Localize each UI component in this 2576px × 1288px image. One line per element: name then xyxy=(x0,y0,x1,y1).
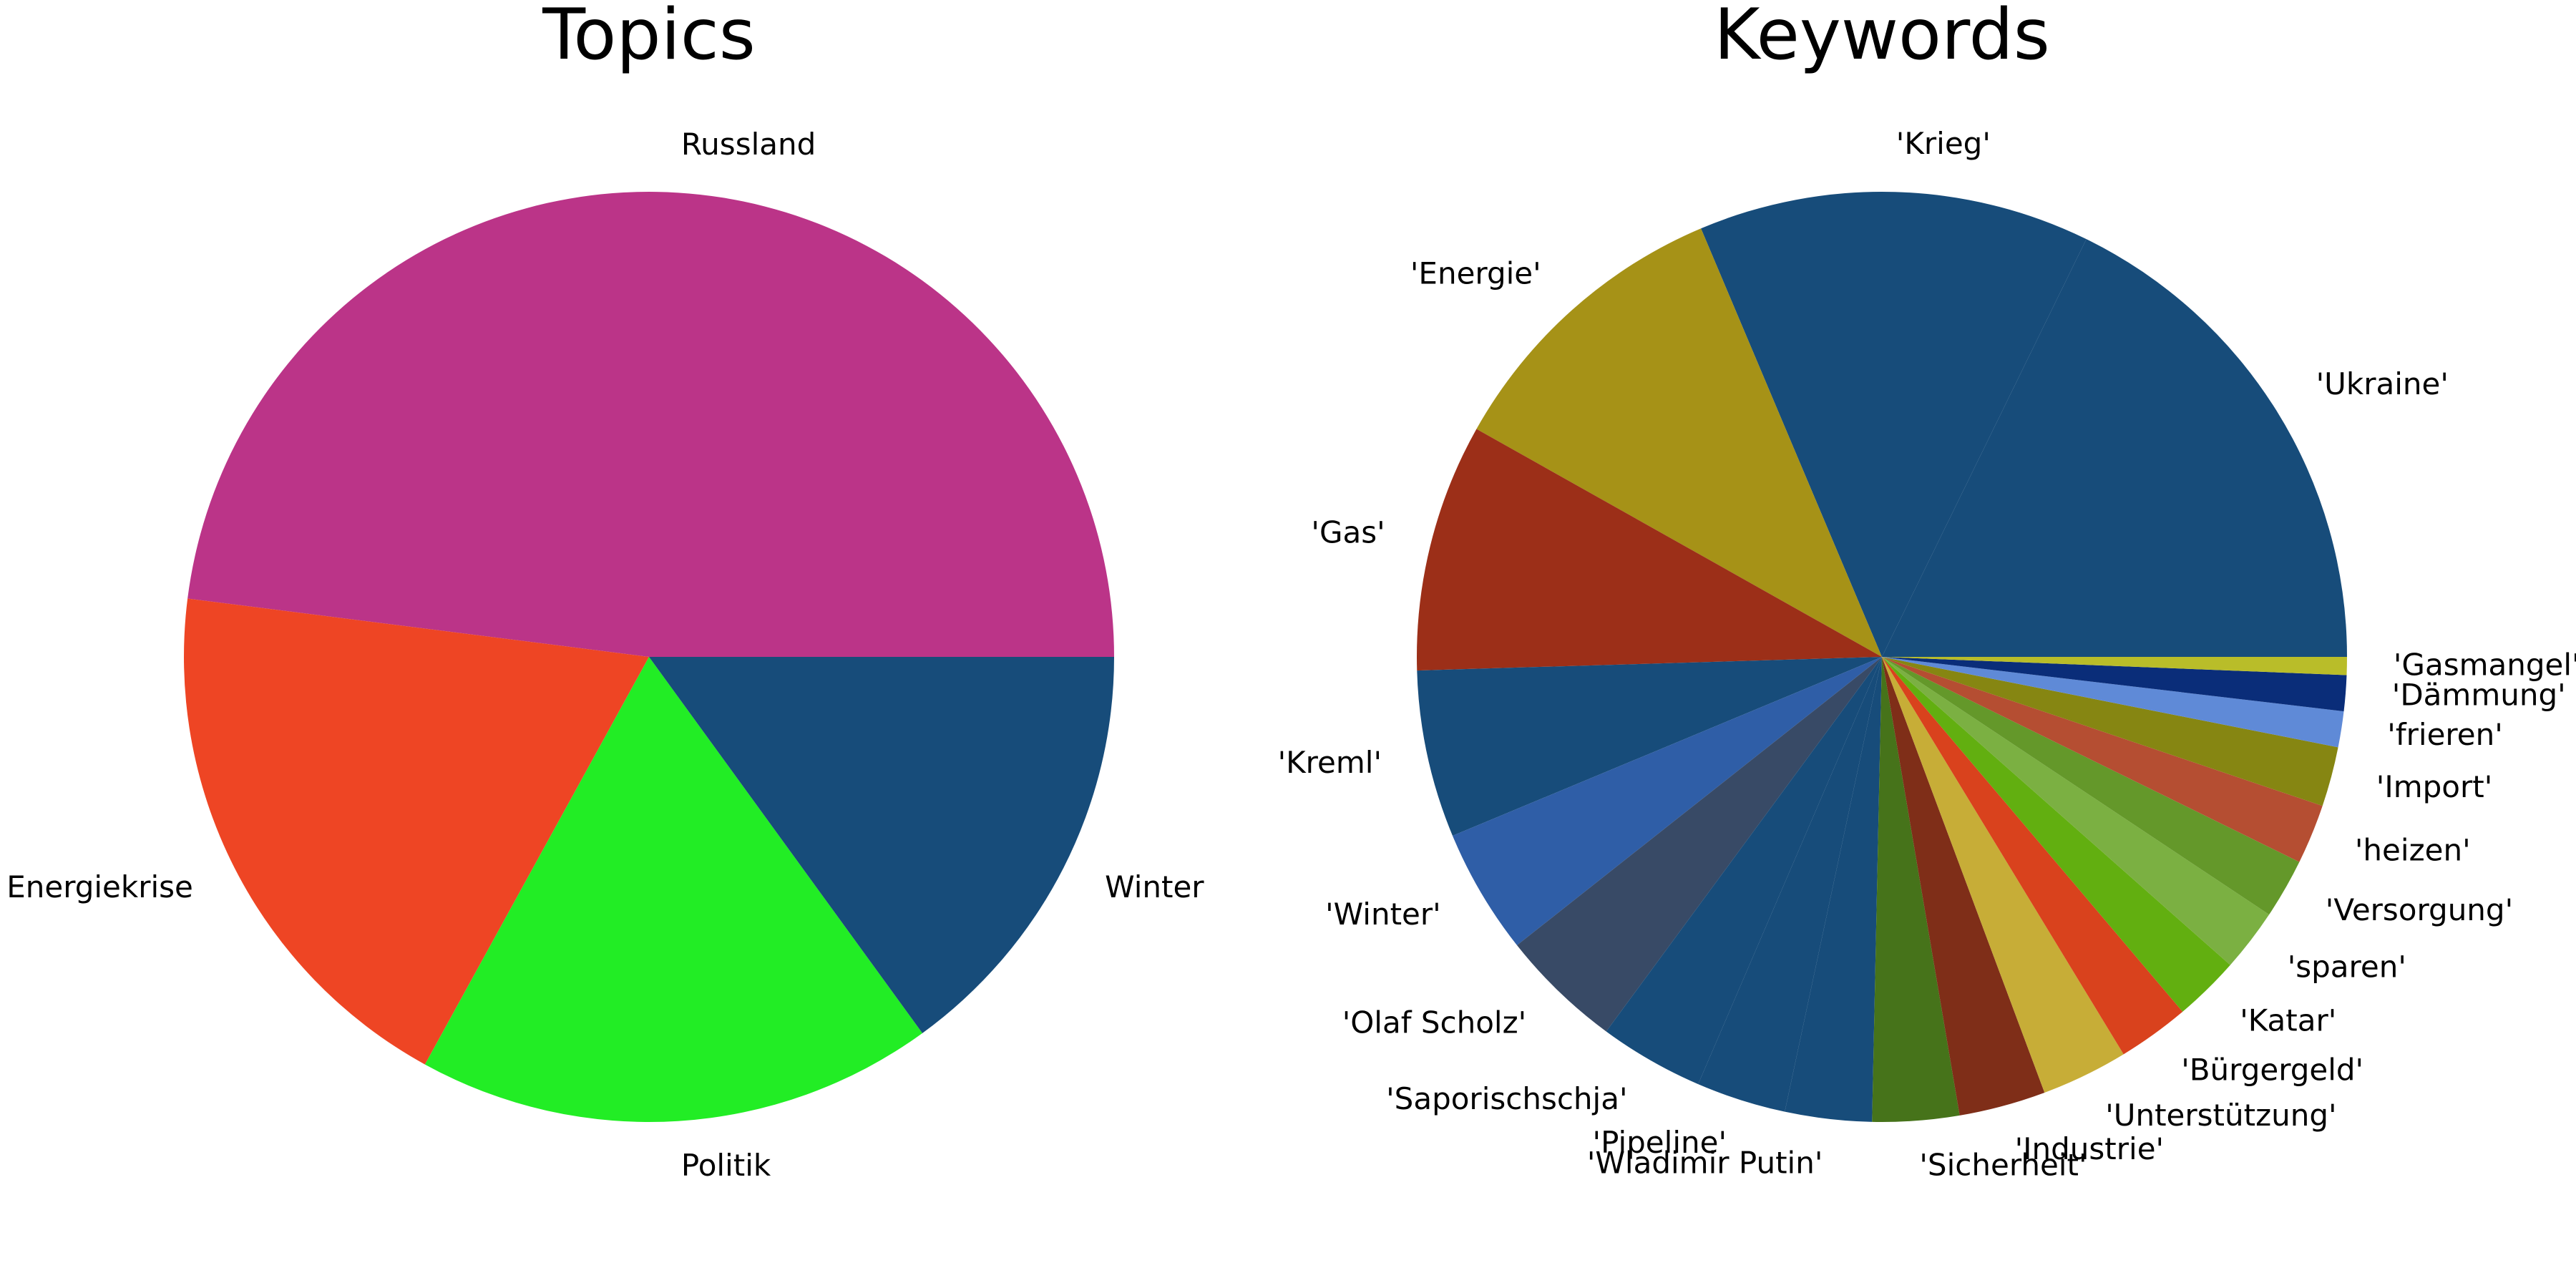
keywords-slice-katar xyxy=(1882,657,2230,1012)
keywords-slice-kreml xyxy=(1417,657,1882,836)
keywords-label-wladimir-putin: 'Wladimir Putin' xyxy=(1587,1146,1823,1181)
keywords-slices xyxy=(1417,192,2347,1122)
keywords-label-sicherheit: 'Sicherheit' xyxy=(1919,1148,2087,1183)
keywords-slice-saporischschja xyxy=(1606,657,1882,1085)
keywords-slice-krieg xyxy=(1701,192,2087,657)
keywords-slice-import xyxy=(1882,657,2338,806)
topics-slices xyxy=(184,192,1114,1122)
keywords-chart-title: Keywords xyxy=(1714,0,2050,76)
topics-slice-politik xyxy=(424,657,923,1122)
keywords-label-heizen: 'heizen' xyxy=(2355,832,2471,867)
topics-slice-energiekrise xyxy=(184,598,649,1065)
keywords-label-ukraine: 'Ukraine' xyxy=(2316,366,2449,401)
topics-pie-chart: Topics Russland Energiekrise Politik Winter xyxy=(6,0,1204,1183)
keywords-slice-ukraine xyxy=(1882,239,2347,657)
keywords-slice-winter xyxy=(1452,657,1882,946)
keywords-slice-versorgung xyxy=(1882,657,2300,915)
keywords-slice-dämmung xyxy=(1882,657,2347,712)
keywords-slice-bürgergeld xyxy=(1882,657,2183,1055)
keywords-label-frieren: 'frieren' xyxy=(2387,717,2502,752)
topics-slice-labels: Russland Energiekrise Politik Winter xyxy=(6,127,1204,1183)
keywords-label-gasmangel: 'Gasmangel' xyxy=(2394,648,2576,683)
keywords-label-kreml: 'Kreml' xyxy=(1278,745,1382,780)
keywords-slice-sicherheit xyxy=(1872,657,1960,1122)
keywords-label-versorgung: 'Versorgung' xyxy=(2326,892,2513,927)
keywords-slice-unterstützung xyxy=(1882,657,2124,1093)
keywords-label-industrie: 'Industrie' xyxy=(2015,1131,2165,1166)
keywords-slice-gasmangel xyxy=(1882,657,2347,675)
keywords-slice-labels: 'Ukraine' 'Krieg' 'Energie' 'Gas' 'Kreml' 'Wi… xyxy=(1278,126,2576,1183)
keywords-slice-wladimir-putin xyxy=(1785,657,1882,1122)
keywords-label-import: 'Import' xyxy=(2376,769,2492,804)
keywords-slice-gas xyxy=(1417,429,1882,671)
keywords-label-gas: 'Gas' xyxy=(1311,515,1385,550)
keywords-label-dämmung: 'Dämmung' xyxy=(2392,677,2566,712)
keywords-slice-pipeline xyxy=(1698,657,1882,1112)
keywords-slice-olaf-scholz xyxy=(1517,657,1882,1032)
topics-chart-title: Topics xyxy=(542,0,756,76)
keywords-slice-frieren xyxy=(1882,657,2344,748)
keywords-slice-energie xyxy=(1476,228,1882,658)
keywords-label-krieg: 'Krieg' xyxy=(1896,126,1991,161)
keywords-label-winter: 'Winter' xyxy=(1325,897,1441,932)
topics-label-energiekrise: Energiekrise xyxy=(6,869,193,904)
keywords-slice-heizen xyxy=(1882,657,2323,862)
topics-label-winter: Winter xyxy=(1105,869,1204,904)
keywords-slice-sparen xyxy=(1882,657,2270,965)
keywords-label-bürgergeld: 'Bürgergeld' xyxy=(2181,1053,2363,1088)
topics-label-politik: Politik xyxy=(681,1148,771,1183)
keywords-label-sparen: 'sparen' xyxy=(2288,950,2406,985)
keywords-label-katar: 'Katar' xyxy=(2240,1002,2336,1038)
topics-slice-winter xyxy=(649,657,1114,1033)
keywords-label-pipeline: 'Pipeline' xyxy=(1593,1125,1727,1160)
keywords-label-saporischschja: 'Saporischschja' xyxy=(1386,1081,1627,1116)
keywords-pie-chart: Keywords 'Ukraine''Krieg''Energie''Gas''… xyxy=(1278,0,2576,1183)
keywords-slice-industrie xyxy=(1882,657,2045,1116)
keywords-label-energie: 'Energie' xyxy=(1410,255,1541,291)
keywords-label-olaf-scholz: 'Olaf Scholz' xyxy=(1342,1005,1526,1040)
topics-slice-russland xyxy=(187,192,1114,657)
keywords-label-unterstützung: 'Unterstützung' xyxy=(2105,1098,2336,1133)
topics-label-russland: Russland xyxy=(681,127,816,162)
